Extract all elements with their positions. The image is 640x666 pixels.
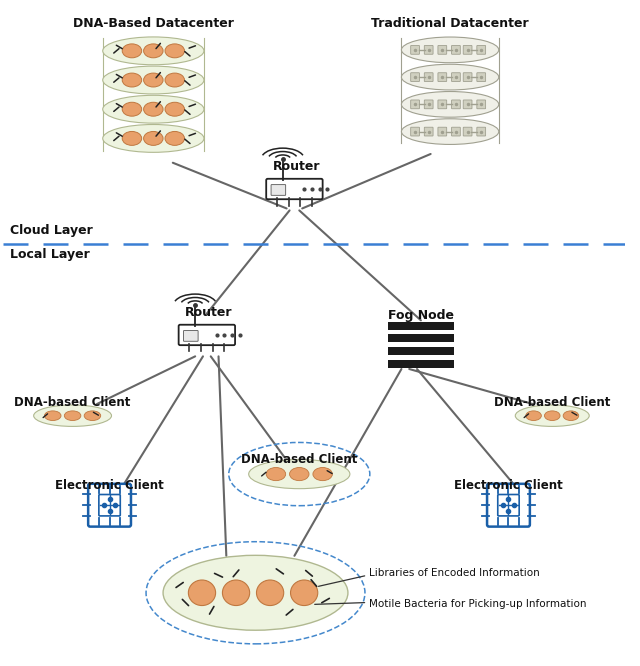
FancyBboxPatch shape	[424, 100, 433, 109]
Ellipse shape	[291, 580, 318, 605]
Text: Electronic Client: Electronic Client	[454, 479, 563, 492]
FancyBboxPatch shape	[88, 484, 131, 527]
FancyBboxPatch shape	[411, 127, 419, 136]
FancyBboxPatch shape	[463, 127, 472, 136]
Ellipse shape	[103, 95, 204, 123]
Text: Cloud Layer: Cloud Layer	[10, 224, 93, 237]
FancyBboxPatch shape	[452, 73, 460, 81]
Ellipse shape	[122, 131, 141, 145]
FancyBboxPatch shape	[452, 100, 460, 109]
Ellipse shape	[143, 103, 163, 116]
Ellipse shape	[34, 405, 111, 426]
Ellipse shape	[526, 411, 541, 420]
FancyBboxPatch shape	[477, 100, 486, 109]
FancyBboxPatch shape	[424, 73, 433, 81]
Text: DNA-based Client: DNA-based Client	[494, 396, 611, 409]
FancyBboxPatch shape	[487, 484, 530, 527]
Ellipse shape	[401, 119, 499, 145]
FancyBboxPatch shape	[438, 45, 447, 54]
FancyBboxPatch shape	[477, 127, 486, 136]
FancyBboxPatch shape	[411, 100, 419, 109]
Ellipse shape	[165, 131, 184, 145]
Bar	[388, 360, 454, 368]
Ellipse shape	[122, 44, 141, 58]
Ellipse shape	[249, 460, 350, 489]
Ellipse shape	[122, 73, 141, 87]
Ellipse shape	[401, 91, 499, 117]
Ellipse shape	[313, 468, 332, 481]
Text: Fog Node: Fog Node	[388, 308, 454, 322]
FancyBboxPatch shape	[463, 100, 472, 109]
Ellipse shape	[223, 580, 250, 605]
Ellipse shape	[84, 411, 100, 420]
Bar	[388, 322, 454, 330]
FancyBboxPatch shape	[424, 127, 433, 136]
Text: Router: Router	[273, 160, 320, 172]
Ellipse shape	[401, 37, 499, 63]
FancyBboxPatch shape	[411, 45, 419, 54]
FancyBboxPatch shape	[271, 184, 285, 195]
FancyBboxPatch shape	[463, 73, 472, 81]
Ellipse shape	[163, 555, 348, 630]
Ellipse shape	[103, 125, 204, 153]
FancyBboxPatch shape	[438, 127, 447, 136]
FancyBboxPatch shape	[438, 100, 447, 109]
Ellipse shape	[122, 103, 141, 116]
Bar	[388, 334, 454, 342]
Ellipse shape	[44, 411, 61, 420]
FancyBboxPatch shape	[266, 178, 323, 199]
FancyBboxPatch shape	[411, 73, 419, 81]
Ellipse shape	[257, 580, 284, 605]
Ellipse shape	[165, 103, 184, 116]
Ellipse shape	[165, 73, 184, 87]
FancyBboxPatch shape	[99, 495, 120, 516]
Ellipse shape	[289, 468, 309, 481]
Ellipse shape	[515, 405, 589, 426]
Bar	[388, 347, 454, 355]
Text: Motile Bacteria for Picking-up Information: Motile Bacteria for Picking-up Informati…	[369, 599, 587, 609]
Text: Traditional Datacenter: Traditional Datacenter	[371, 17, 529, 30]
Ellipse shape	[64, 411, 81, 420]
FancyBboxPatch shape	[179, 325, 235, 345]
Text: Libraries of Encoded Information: Libraries of Encoded Information	[369, 568, 540, 578]
Ellipse shape	[188, 580, 216, 605]
Ellipse shape	[165, 44, 184, 58]
Ellipse shape	[266, 468, 285, 481]
Text: Local Layer: Local Layer	[10, 248, 90, 260]
FancyBboxPatch shape	[477, 45, 486, 54]
FancyBboxPatch shape	[184, 330, 198, 341]
FancyBboxPatch shape	[452, 45, 460, 54]
Text: Electronic Client: Electronic Client	[55, 479, 164, 492]
Ellipse shape	[563, 411, 579, 420]
Text: DNA-based Client: DNA-based Client	[241, 453, 358, 466]
FancyBboxPatch shape	[477, 73, 486, 81]
Ellipse shape	[143, 131, 163, 145]
Text: DNA-based Client: DNA-based Client	[15, 396, 131, 409]
Text: Router: Router	[185, 306, 232, 319]
FancyBboxPatch shape	[498, 495, 519, 516]
FancyBboxPatch shape	[424, 45, 433, 54]
Ellipse shape	[545, 411, 560, 420]
Ellipse shape	[401, 65, 499, 90]
FancyBboxPatch shape	[438, 73, 447, 81]
Ellipse shape	[143, 44, 163, 58]
Ellipse shape	[103, 66, 204, 94]
Text: DNA-Based Datacenter: DNA-Based Datacenter	[73, 17, 234, 30]
Ellipse shape	[143, 73, 163, 87]
FancyBboxPatch shape	[452, 127, 460, 136]
FancyBboxPatch shape	[463, 45, 472, 54]
Ellipse shape	[103, 37, 204, 65]
